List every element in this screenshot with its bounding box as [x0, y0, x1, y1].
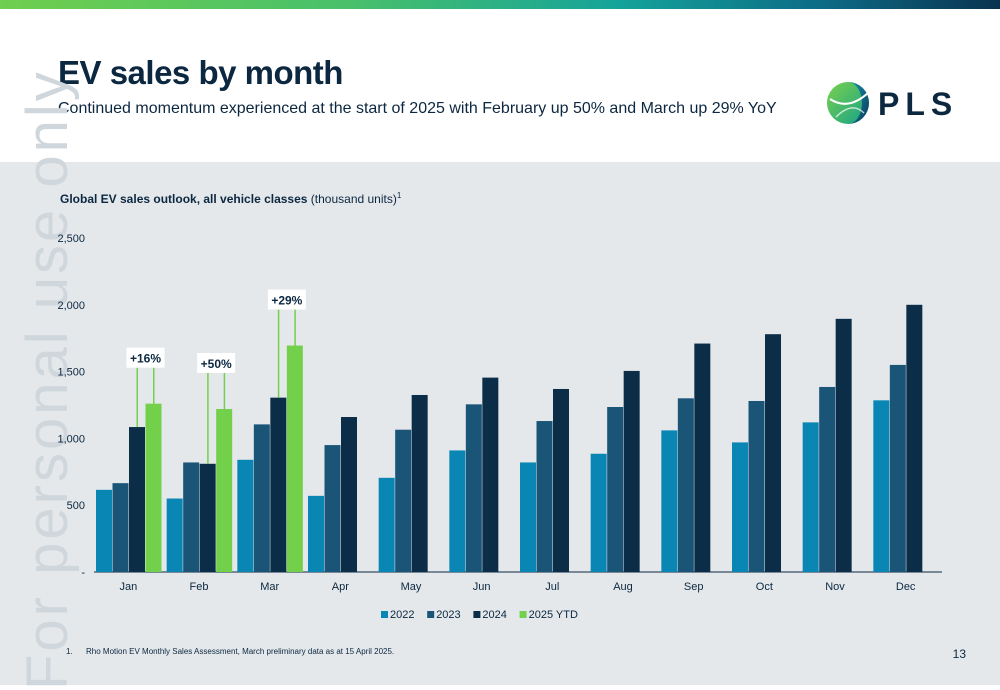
legend-label: 2023 [436, 609, 460, 621]
bar-apr-2024 [341, 417, 357, 572]
legend-swatch-2024 [473, 611, 481, 618]
bar-sep-2024 [694, 343, 711, 572]
bar-jan-2022 [96, 489, 112, 572]
x-tick-label: Feb [190, 581, 209, 593]
bar-nov-2024 [835, 318, 852, 572]
growth-label: +16% [130, 352, 161, 366]
bar-sep-2023 [677, 398, 694, 572]
bar-dec-2023 [889, 364, 906, 572]
bar-jan-2024 [129, 427, 145, 572]
bar-mar-2025 [286, 345, 303, 572]
y-tick-label: 1,000 [57, 433, 85, 445]
y-tick-label: 1,500 [57, 367, 85, 379]
bar-sep-2022 [661, 430, 678, 572]
legend-swatch-2022 [381, 611, 388, 618]
legend-swatch-2023 [427, 611, 435, 618]
bar-dec-2022 [873, 400, 890, 572]
legend-label: 2025 YTD [529, 609, 578, 621]
chart-title-main: Global EV sales outlook, all vehicle cla… [60, 192, 308, 206]
svg-text:PLS: PLS [878, 86, 958, 122]
legend-swatch-2025 [519, 611, 527, 618]
chart-title: Global EV sales outlook, all vehicle cla… [60, 191, 401, 206]
bar-jul-2024 [553, 388, 569, 572]
legend-label: 2024 [482, 609, 506, 621]
page-number: 13 [952, 647, 966, 661]
bar-aug-2022 [590, 453, 607, 572]
bar-nov-2022 [802, 422, 819, 572]
x-tick-label: Sep [684, 581, 704, 593]
bar-feb-2022 [166, 498, 183, 572]
bar-jul-2022 [520, 462, 536, 572]
bar-jul-2023 [536, 421, 553, 572]
x-tick-label: Jul [545, 581, 559, 593]
x-tick-label: May [401, 581, 422, 593]
bar-apr-2022 [308, 495, 324, 572]
bar-nov-2023 [819, 386, 836, 572]
bar-mar-2024 [270, 397, 287, 572]
x-tick-label: Jan [119, 581, 137, 593]
page-subtitle: Continued momentum experienced at the st… [58, 100, 777, 117]
x-tick-label: Apr [332, 581, 349, 593]
page-title: EV sales by month [58, 54, 343, 91]
bar-jan-2025 [145, 403, 162, 572]
y-tick-label: 2,000 [57, 300, 85, 312]
top-gradient-bar [0, 0, 1000, 9]
bar-apr-2023 [324, 445, 341, 572]
bar-oct-2022 [732, 442, 748, 572]
bar-may-2022 [378, 477, 395, 572]
growth-label-box [197, 353, 236, 374]
x-tick-label: Nov [825, 581, 845, 593]
bar-jan-2023 [112, 483, 129, 572]
growth-label-box [267, 289, 306, 310]
x-tick-label: Jun [473, 581, 491, 593]
bar-oct-2024 [765, 334, 781, 572]
y-tick-label: - [81, 567, 85, 579]
y-tick-label: 500 [67, 500, 85, 512]
growth-label-box [126, 347, 165, 368]
footnote: 1. Rho Motion EV Monthly Sales Assessment… [66, 647, 394, 656]
bar-feb-2025 [216, 409, 233, 572]
growth-label: +29% [271, 294, 302, 308]
bar-may-2024 [411, 394, 428, 572]
footnote-text: Rho Motion EV Monthly Sales Assessment, … [86, 647, 395, 656]
bar-feb-2023 [183, 462, 200, 572]
bar-jun-2022 [449, 450, 466, 572]
legend-label: 2022 [390, 609, 414, 621]
bar-dec-2024 [906, 304, 923, 572]
bar-jun-2024 [482, 377, 499, 572]
x-tick-label: Dec [896, 581, 916, 593]
chart-title-units: (thousand units) [307, 192, 397, 206]
bar-aug-2023 [607, 407, 624, 572]
footnote-number: 1. [66, 647, 73, 656]
bar-mar-2023 [253, 424, 270, 572]
chart-title-footnote-ref: 1 [396, 191, 402, 200]
bar-feb-2024 [199, 463, 216, 572]
bar-jun-2023 [465, 404, 482, 572]
y-tick-label: 2,500 [57, 233, 85, 245]
bar-mar-2022 [237, 459, 254, 572]
bar-may-2023 [395, 429, 412, 572]
x-tick-label: Oct [756, 581, 773, 593]
x-tick-label: Aug [613, 581, 633, 593]
pls-logo: PLS [826, 77, 968, 129]
growth-label: +50% [201, 357, 232, 371]
bar-oct-2023 [748, 400, 765, 572]
bar-aug-2024 [623, 370, 640, 572]
x-tick-label: Mar [260, 581, 279, 593]
